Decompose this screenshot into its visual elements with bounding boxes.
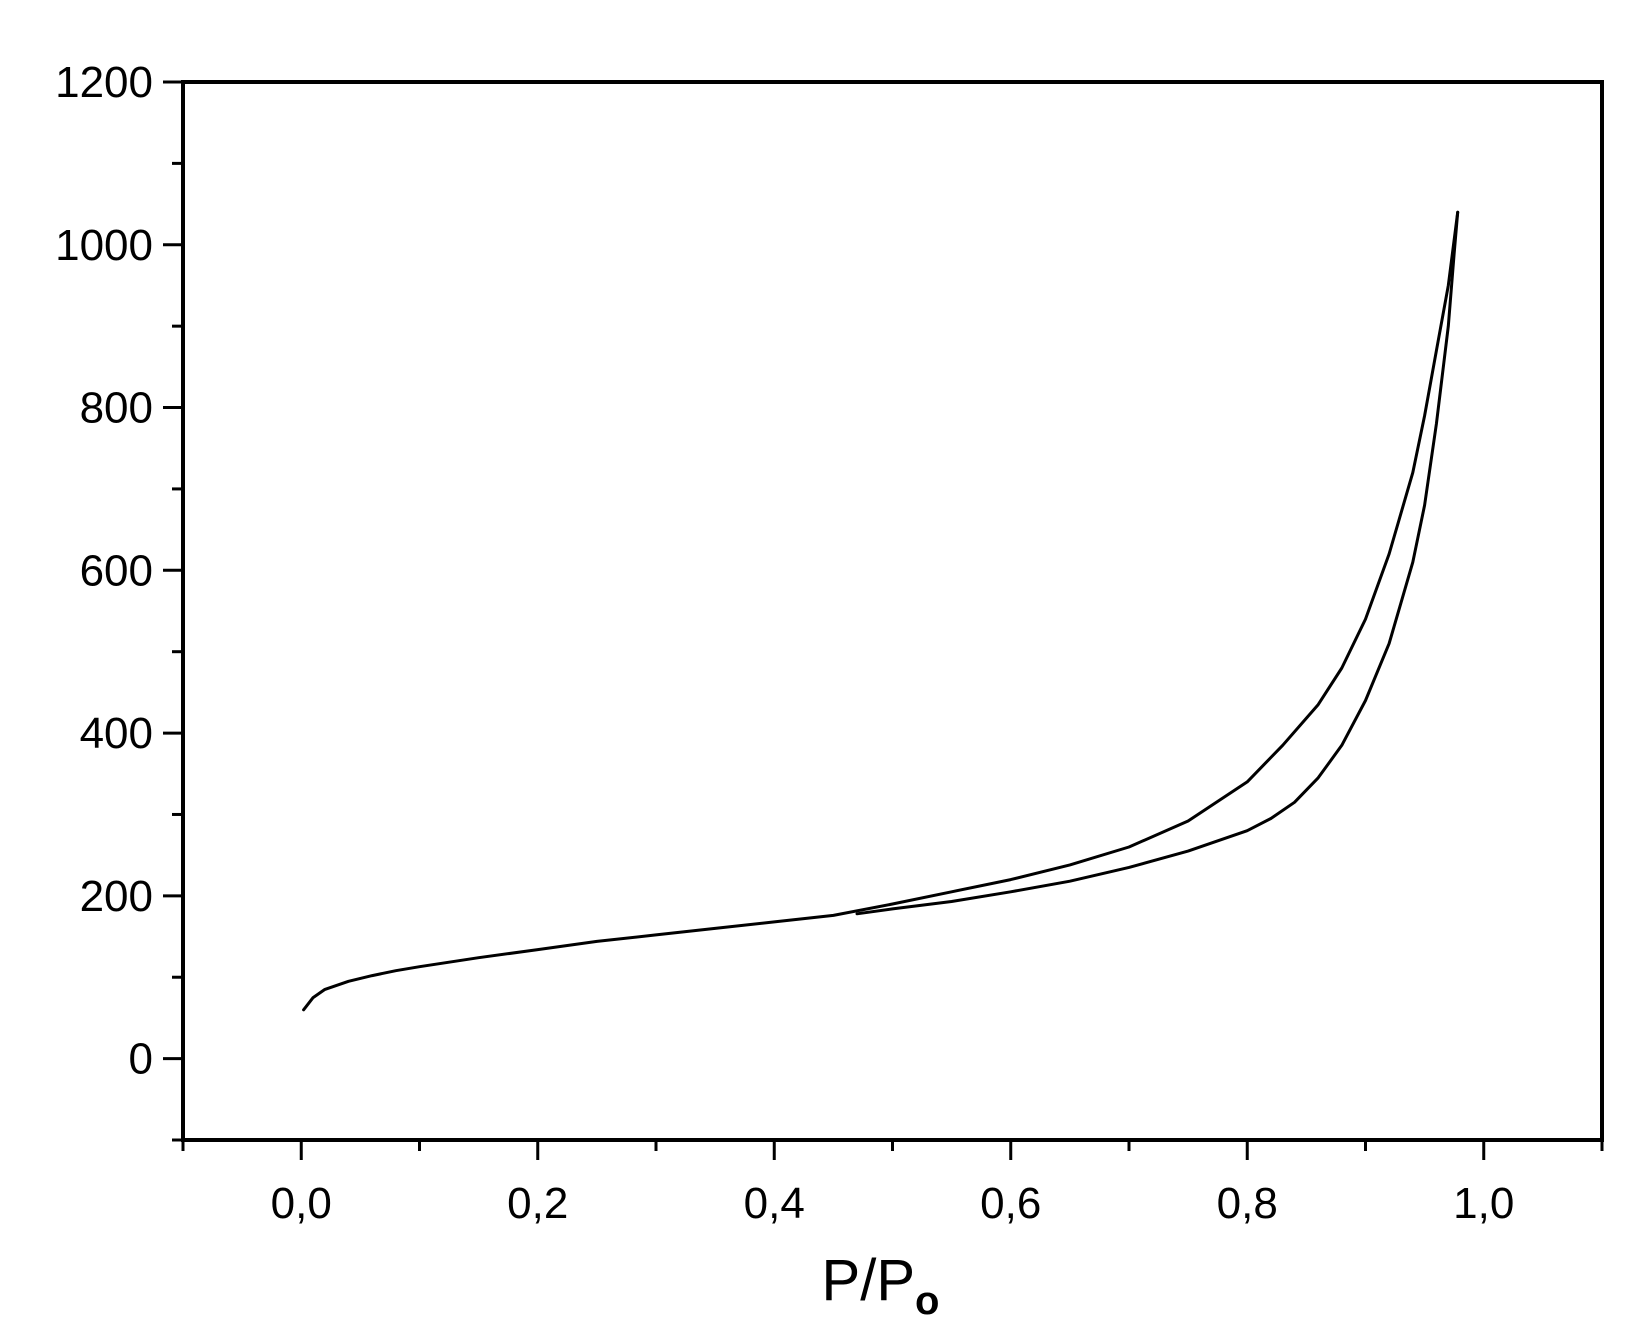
y-tick-label: 1200 — [55, 58, 153, 107]
y-tick-label: 0 — [129, 1035, 153, 1084]
x-tick-label: 1,0 — [1453, 1179, 1514, 1228]
plot-frame — [181, 80, 1604, 1142]
x-tick-label: 0,0 — [271, 1179, 332, 1228]
x-tick-label: 0,8 — [1217, 1179, 1278, 1228]
y-tick-label: 200 — [80, 872, 153, 921]
x-tick-label: 0,4 — [744, 1179, 805, 1228]
series-layer — [302, 210, 1460, 1012]
desorption-curve — [855, 210, 1460, 916]
y-tick-label: 800 — [80, 384, 153, 433]
x-axis-title: P/Po — [822, 1248, 940, 1323]
x-tick-label: 0,6 — [980, 1179, 1041, 1228]
x-axis-title-subscript: o — [915, 1279, 939, 1323]
y-tick-label: 400 — [80, 709, 153, 758]
adsorption-curve — [302, 210, 1460, 1012]
y-tick-label: 600 — [80, 546, 153, 595]
ticks-layer: 0 200 400 600 800 1000 1200 0,0 0,2 0,4 0,6 0,8 1,0 — [55, 58, 1604, 1228]
x-tick-label: 0,2 — [507, 1179, 568, 1228]
x-axis-title-main: P/P — [822, 1248, 916, 1313]
y-tick-label: 1000 — [55, 221, 153, 270]
